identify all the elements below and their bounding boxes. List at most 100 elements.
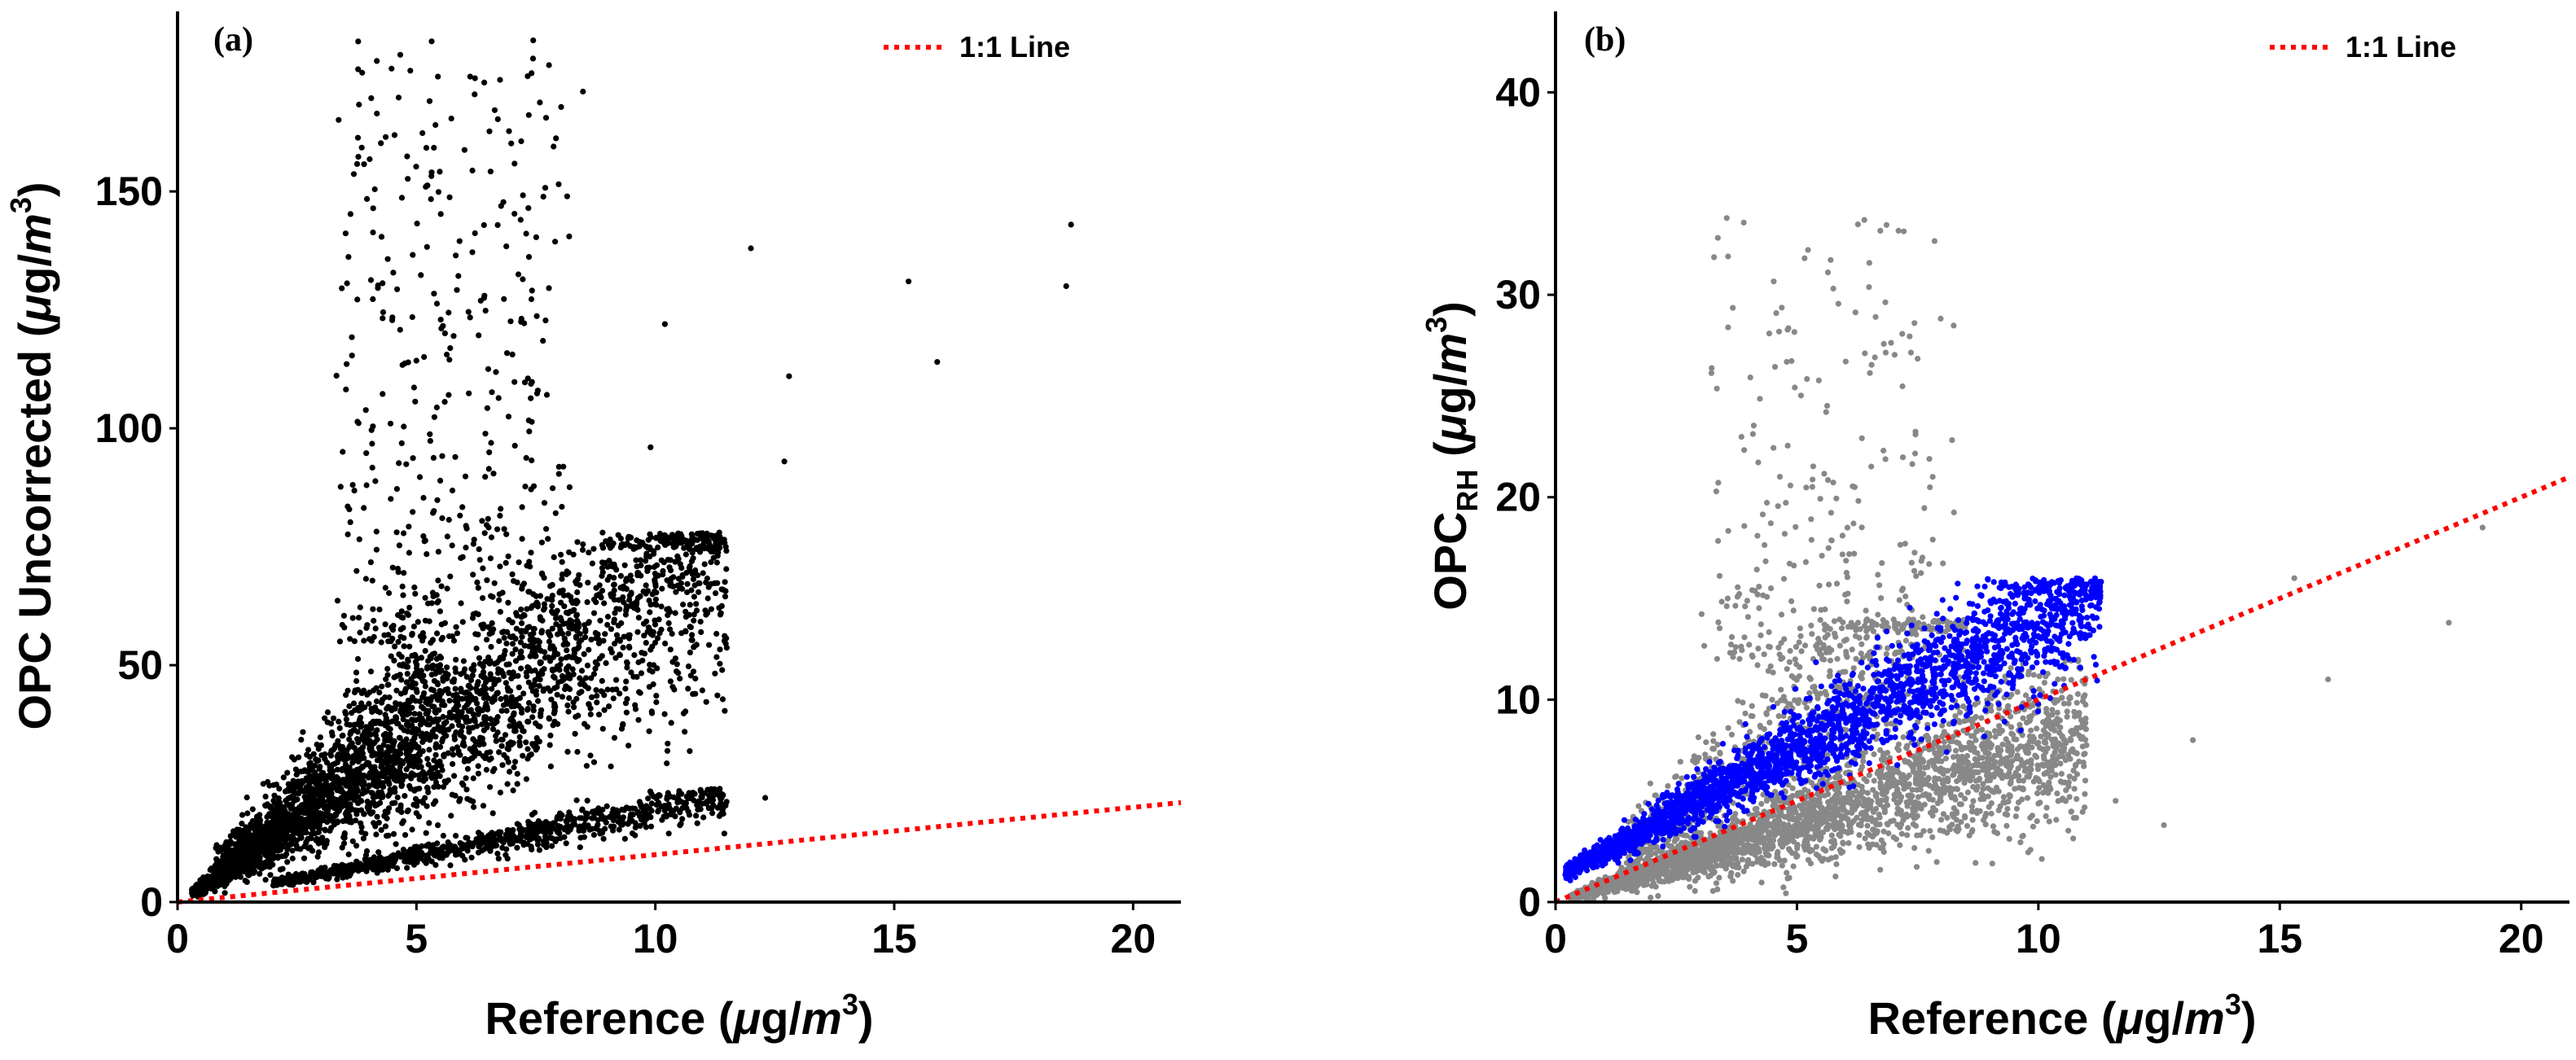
panel-a-point-series-0: [301, 875, 308, 882]
panel-a-point-series-0: [653, 699, 660, 706]
panel-a-x-tick-label: 0: [166, 916, 189, 961]
panel-a-point-series-0: [421, 353, 428, 361]
panel-a-point-series-0: [384, 751, 391, 758]
panel-a-point-series-0: [440, 322, 446, 329]
panel-a-point-series-0: [354, 808, 361, 814]
panel-a-point-series-0: [441, 753, 447, 760]
panel-a-point-series-0: [713, 535, 720, 541]
panel-a-point-series-0: [394, 286, 401, 292]
panel-a-point-series-0: [315, 867, 322, 874]
panel-a-point-series-0: [401, 423, 407, 430]
panel-a-point-series-0: [450, 678, 457, 685]
panel-a-point-series-0: [704, 610, 711, 616]
panel-a-point-series-0: [462, 473, 469, 480]
panel-a-point-series-0: [558, 551, 564, 558]
panel-a-point-series-0: [431, 144, 437, 151]
panel-a-point-series-0: [485, 515, 491, 522]
panel-a-point-series-0: [353, 567, 360, 574]
panel-a-point-series-0: [519, 504, 525, 510]
panel-a-y-axis-label: OPC Uncorrected (μg/m3): [4, 182, 60, 729]
panel-a-point-series-0: [380, 742, 387, 748]
panel-a-point-series-0: [400, 818, 406, 825]
panel-a-point-series-0: [521, 642, 528, 649]
panel-a-point-series-0: [509, 641, 516, 647]
panel-a-point-series-0: [427, 438, 434, 445]
panel-a-point-series-0: [235, 832, 241, 839]
panel-a-point-series-0: [406, 604, 413, 611]
panel-a-point-series-0: [216, 868, 222, 874]
panel-a-point-series-0: [361, 637, 367, 644]
panel-a-x-tick-label: 5: [405, 916, 428, 961]
panel-a-point-series-0: [645, 624, 652, 631]
panel-a-point-series-0: [305, 782, 312, 789]
panel-a-point-series-0: [454, 287, 460, 293]
panel-a-label: (a): [213, 21, 253, 59]
panel-a-point-series-0: [685, 808, 691, 815]
panel-a-point-series-0: [550, 668, 556, 674]
panel-a-point-series-0: [362, 576, 369, 582]
panel-a-point-series-0: [412, 590, 419, 597]
panel-a-point-series-0: [264, 822, 270, 829]
panel-a-point-series-0: [668, 720, 674, 726]
panel-a-point-series-0: [634, 594, 642, 602]
panel-a-point-series-0: [665, 536, 672, 542]
panel-a-point-series-0: [470, 775, 476, 782]
panel-a-point-series-0: [493, 738, 499, 744]
panel-a-point-series-0: [716, 787, 722, 794]
panel-a-point-series-0: [687, 748, 693, 755]
panel-a-point-series-0: [509, 351, 516, 357]
panel-a-point-series-0: [491, 694, 498, 700]
panel-a-point-series-0: [382, 621, 388, 628]
panel-a-point-series-0: [428, 672, 435, 678]
panel-a-point-series-0: [668, 576, 674, 582]
panel-a-point-series-0: [547, 830, 554, 836]
panel-a-point-series-0: [465, 309, 472, 315]
panel-a-point-series-0: [632, 545, 639, 551]
panel-a-point-series-0: [434, 497, 441, 503]
panel-a-point-series-0: [434, 630, 441, 637]
panel-a-point-series-0: [635, 716, 642, 723]
panel-a-point-series-0: [445, 841, 452, 848]
panel-a-point-series-0: [459, 780, 466, 786]
panel-a-point-series-0: [497, 77, 503, 83]
panel-a-point-series-0: [621, 562, 628, 568]
panel-a-point-series-0: [259, 830, 265, 836]
panel-a-point-series-0: [349, 334, 355, 340]
panel-a-point-series-0: [460, 658, 467, 664]
panel-a-point-series-0: [437, 773, 443, 779]
panel-a-point-series-0: [494, 850, 501, 857]
panel-a-point-series-0: [344, 687, 351, 694]
panel-a-point-series-0: [466, 682, 472, 689]
panel-a-point-series-0: [588, 675, 595, 681]
panel-a-point-series-0: [563, 840, 569, 847]
panel-a-point-series-0: [704, 800, 710, 807]
panel-a-point-series-0: [622, 700, 630, 707]
panel-a-point-series-0: [257, 816, 263, 822]
panel-a-point-series-0: [392, 643, 398, 650]
panel-a-point-series-0: [617, 572, 625, 580]
panel-a-point-series-0: [462, 666, 468, 672]
panel-a-point-series-0: [504, 629, 511, 636]
panel-a-point-series-0: [559, 694, 566, 700]
panel-a-point-series-0: [289, 855, 296, 862]
panel-a-point-series-0: [489, 843, 496, 849]
panel-a-point-series-0: [565, 708, 572, 715]
panel-a-point-series-0: [371, 186, 378, 193]
panel-a-point-series-0: [285, 843, 292, 849]
panel-a-point-series-0: [519, 583, 526, 589]
panel-a-x-ticks: 0 5 10 15 20: [166, 902, 1156, 961]
panel-a-point-series-0: [411, 760, 418, 768]
panel-a-point-series-0: [421, 690, 428, 697]
panel-a-point-series-0: [336, 718, 342, 725]
panel-a-point-series-0: [590, 831, 598, 839]
panel-a-point-series-0: [677, 675, 683, 682]
panel-a-point-series-0: [687, 567, 693, 574]
panel-a-point-series-0: [608, 763, 614, 770]
panel-a-point-series-0: [528, 843, 534, 850]
panel-a-point-series-0: [439, 515, 445, 522]
panel-a-point-series-0: [432, 798, 439, 804]
panel-a-point-series-0: [242, 878, 248, 884]
panel-a-point-series-0: [367, 810, 374, 817]
panel-a-point-series-0: [653, 795, 660, 802]
